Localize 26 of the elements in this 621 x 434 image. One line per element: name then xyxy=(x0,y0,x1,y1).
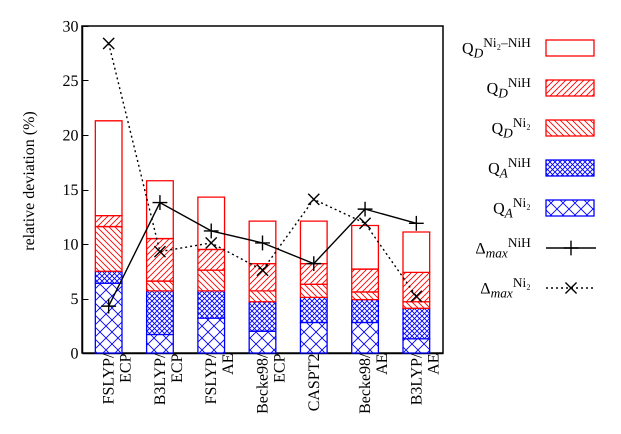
x-tick-label: Becke98/ ECP xyxy=(254,352,288,414)
x-tick-label: CASPT2 xyxy=(306,354,323,412)
x-tick-label: Becke98/ AE xyxy=(357,352,392,414)
y-tick-label: 30 xyxy=(62,18,78,36)
x-tick-label: B3LYP/ AE xyxy=(408,352,442,406)
y-tick-label: 25 xyxy=(62,73,78,90)
y-axis-title: relative deviation (%) xyxy=(21,111,39,251)
point xyxy=(256,264,269,276)
point xyxy=(102,37,115,50)
y-tick-label: 10 xyxy=(62,236,78,254)
x-tick-label: FSLYP/ AE xyxy=(203,352,238,404)
y-tick-label: 5 xyxy=(70,291,78,308)
point xyxy=(100,298,117,314)
point xyxy=(358,217,372,230)
point xyxy=(308,193,320,206)
point xyxy=(356,201,374,218)
point xyxy=(154,245,166,258)
y-tick-label: 20 xyxy=(62,128,78,144)
point xyxy=(410,290,423,303)
point xyxy=(204,236,218,250)
y-tick-label: 15 xyxy=(62,182,78,199)
x-tick-label: FSLYP/ ECP xyxy=(100,352,135,404)
x-tick-label: B3LYP/ ECP xyxy=(152,352,186,406)
point xyxy=(306,256,322,272)
point xyxy=(408,215,424,232)
y-tick-label: 0 xyxy=(70,346,78,362)
